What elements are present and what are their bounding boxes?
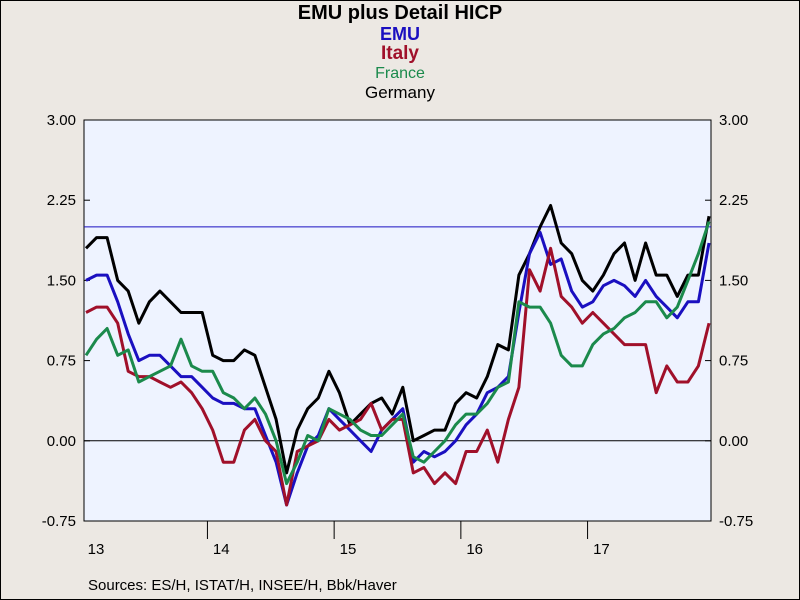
series-line-france [84,221,711,486]
y-tick-label-left: 2.25 [47,192,76,209]
x-tick-label: 15 [340,541,357,558]
chart-title: EMU plus Detail HICP [297,2,503,24]
legend-france: France [375,65,425,82]
legend-emu: EMU [380,24,420,44]
y-tick-label-right: 1.50 [719,272,748,289]
series-group [84,204,711,507]
x-tick-label: 17 [593,541,610,558]
y-tick-label-right: 2.25 [719,192,748,209]
y-tick-label-right: 0.00 [719,433,748,450]
x-tick-label: 13 [88,541,105,558]
chart-titles: EMU plus Detail HICP EMU Italy France Ge… [0,0,800,103]
x-axis: 13 14 15 16 17 [88,521,610,558]
y-tick-label-right: 3.00 [719,112,748,129]
y-tick-label-left: 0.00 [47,433,76,450]
y-tick-label-left: 1.50 [47,272,76,289]
reference-lines [84,226,711,442]
source-note: Sources: ES/H, ISTAT/H, INSEE/H, Bbk/Hav… [88,577,397,594]
y-tick-label-left: -0.75 [42,513,76,530]
y-tick-label-right: -0.75 [719,513,753,530]
y-tick-label-left: 3.00 [47,112,76,129]
legend-germany: Germany [365,83,435,102]
x-tick-label: 14 [213,541,230,558]
y-tick-label-right: 0.75 [719,353,748,370]
series-line-germany [84,204,711,475]
series-line-emu [85,230,711,507]
plot-area [83,119,712,522]
legend-italy: Italy [380,43,420,64]
x-tick-label: 16 [466,541,483,558]
y-tick-label-left: 0.75 [47,353,76,370]
